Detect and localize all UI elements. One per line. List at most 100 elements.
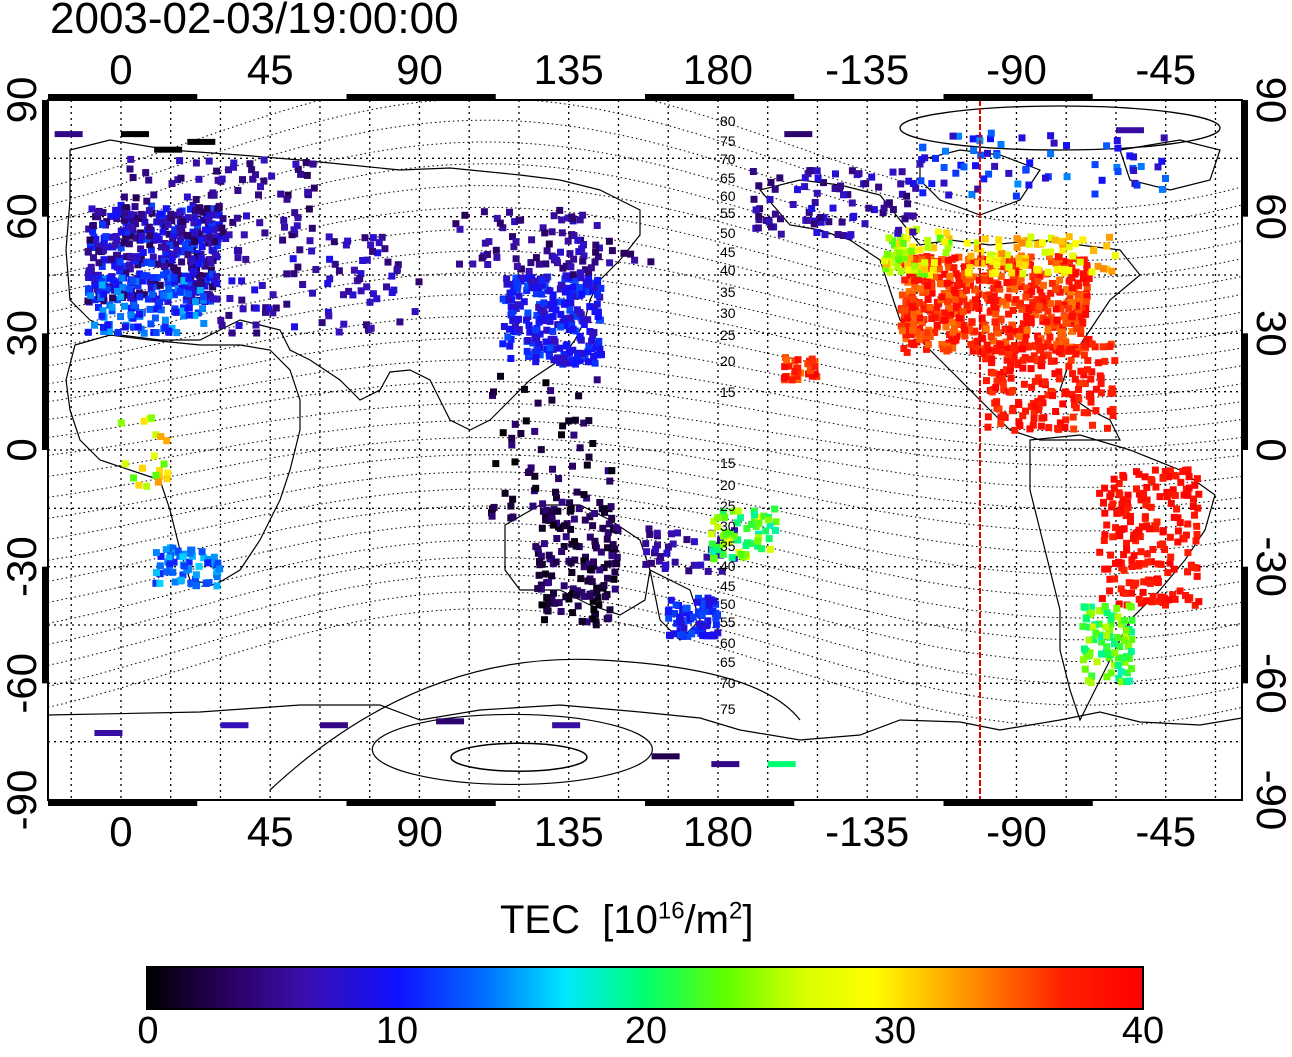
tec-measurement-cell [1155, 578, 1162, 585]
tec-measurement-cell [719, 551, 727, 558]
tec-measurement-cell [1191, 511, 1198, 519]
tec-measurement-cell [369, 234, 377, 242]
tec-measurement-cell [1033, 296, 1041, 304]
tec-measurement-cell [1082, 279, 1090, 287]
tec-measurement-cell [524, 282, 532, 290]
tec-measurement-cell [213, 280, 221, 288]
tec-measurement-cell [1065, 362, 1073, 370]
tec-measurement-cell [177, 232, 185, 240]
tec-measurement-cell [551, 254, 559, 262]
tec-measurement-cell [525, 469, 532, 476]
colorbar-title-quantity: TEC [500, 898, 580, 942]
tec-measurement-cell [893, 263, 901, 271]
south-pole-contour [269, 658, 801, 791]
tec-measurement-cell [903, 235, 911, 243]
tec-measurement-cell [940, 164, 948, 171]
tec-measurement-cell [566, 507, 574, 515]
tec-measurement-cell [168, 217, 176, 225]
tec-measurement-cell [837, 182, 844, 190]
tec-measurement-cell [766, 196, 774, 203]
tec-measurement-cell [1152, 525, 1160, 533]
tec-measurement-cell [585, 417, 593, 425]
tec-measurement-cell [1040, 414, 1048, 422]
longitude-tick-label-bottom: -45 [1135, 808, 1196, 855]
tec-measurement-cell [138, 232, 146, 240]
tec-measurement-cell [1028, 288, 1036, 296]
tec-measurement-cell [160, 291, 168, 299]
tec-measurement-cell [1171, 595, 1179, 603]
tec-measurement-cell [677, 631, 684, 639]
magnetic-latitude-contour [48, 141, 1242, 261]
tec-measurement-cell [214, 176, 222, 184]
tec-measurement-cell [1044, 339, 1052, 347]
tec-measurement-cell [1122, 627, 1130, 634]
tec-measurement-cell [1017, 299, 1024, 307]
tec-measurement-cell [950, 286, 958, 294]
tec-measurement-cell [569, 271, 577, 279]
tec-measurement-cell [885, 199, 893, 207]
tec-measurement-cell [729, 507, 737, 515]
tec-measurement-cell [970, 273, 978, 281]
latitude-tick-label-right: 90 [1248, 77, 1292, 124]
tec-measurement-cell [1052, 286, 1060, 293]
tec-measurement-cell [924, 237, 932, 244]
tec-measurement-cell [532, 326, 540, 334]
tec-measurement-cell [844, 191, 852, 199]
tec-measurement-cell [1103, 142, 1111, 150]
tec-measurement-cell [1003, 345, 1011, 353]
tec-measurement-cell [161, 257, 169, 265]
tec-measurement-cell [162, 568, 170, 576]
tec-measurement-cell [1085, 636, 1093, 644]
tec-measurement-cell [654, 541, 661, 549]
tec-measurement-cell [661, 565, 669, 572]
tec-measurement-cell [754, 224, 762, 232]
tec-measurement-cell [728, 554, 736, 561]
tec-measurement-cell [643, 548, 651, 556]
tec-measurement-cell [1161, 546, 1169, 553]
tec-measurement-cell [578, 290, 586, 298]
tec-measurement-cell [1062, 286, 1070, 294]
tec-measurement-cell [1086, 652, 1094, 659]
tec-measurement-cell [562, 593, 570, 601]
tec-measurement-cell [147, 284, 155, 292]
tec-measurement-cell [991, 347, 999, 355]
tec-measurement-cell [520, 298, 528, 306]
tec-measurement-cell [499, 224, 507, 232]
tec-measurement-cell [952, 169, 960, 177]
tec-measurement-cell [926, 333, 934, 340]
tec-measurement-cell [132, 220, 139, 228]
tec-measurement-cell [755, 212, 763, 220]
tec-measurement-cell [793, 372, 801, 380]
tec-measurement-cell [349, 291, 357, 299]
tec-measurement-cell [213, 242, 221, 249]
tec-measurement-cell [1072, 302, 1080, 310]
tec-measurement-cell [133, 254, 141, 261]
tec-measurement-cell [492, 460, 500, 468]
tec-measurement-cell [280, 216, 288, 224]
tec-measurement-cell [508, 309, 516, 317]
tec-measurement-cell [1127, 512, 1134, 520]
tec-measurement-cell [961, 332, 969, 340]
tec-measurement-cell [102, 233, 110, 241]
magnetic-latitude-contour [48, 608, 1242, 728]
contour-label: 60 [720, 635, 736, 651]
tec-measurement-cell [966, 264, 974, 272]
tec-measurement-cell [765, 535, 773, 543]
tec-measurement-cell [560, 355, 568, 362]
tec-measurement-cell [691, 626, 699, 634]
tec-measurement-cell [690, 561, 698, 569]
tec-measurement-cell [1082, 310, 1090, 318]
tec-measurement-cell [532, 358, 540, 366]
tec-measurement-cell [154, 260, 161, 268]
tec-measurement-cell [135, 481, 143, 489]
tec-measurement-cell [767, 179, 775, 186]
tec-measurement-cell [589, 597, 597, 605]
tec-measurement-cell [558, 229, 566, 237]
tec-measurement-cell [1095, 620, 1103, 628]
tec-measurement-cell [115, 279, 123, 287]
tec-measurement-cell [194, 260, 202, 268]
tec-measurement-cell [196, 236, 204, 244]
tec-measurement-cell [886, 268, 894, 276]
tec-measurement-cell [886, 258, 894, 266]
tec-measurement-cell [548, 594, 556, 602]
